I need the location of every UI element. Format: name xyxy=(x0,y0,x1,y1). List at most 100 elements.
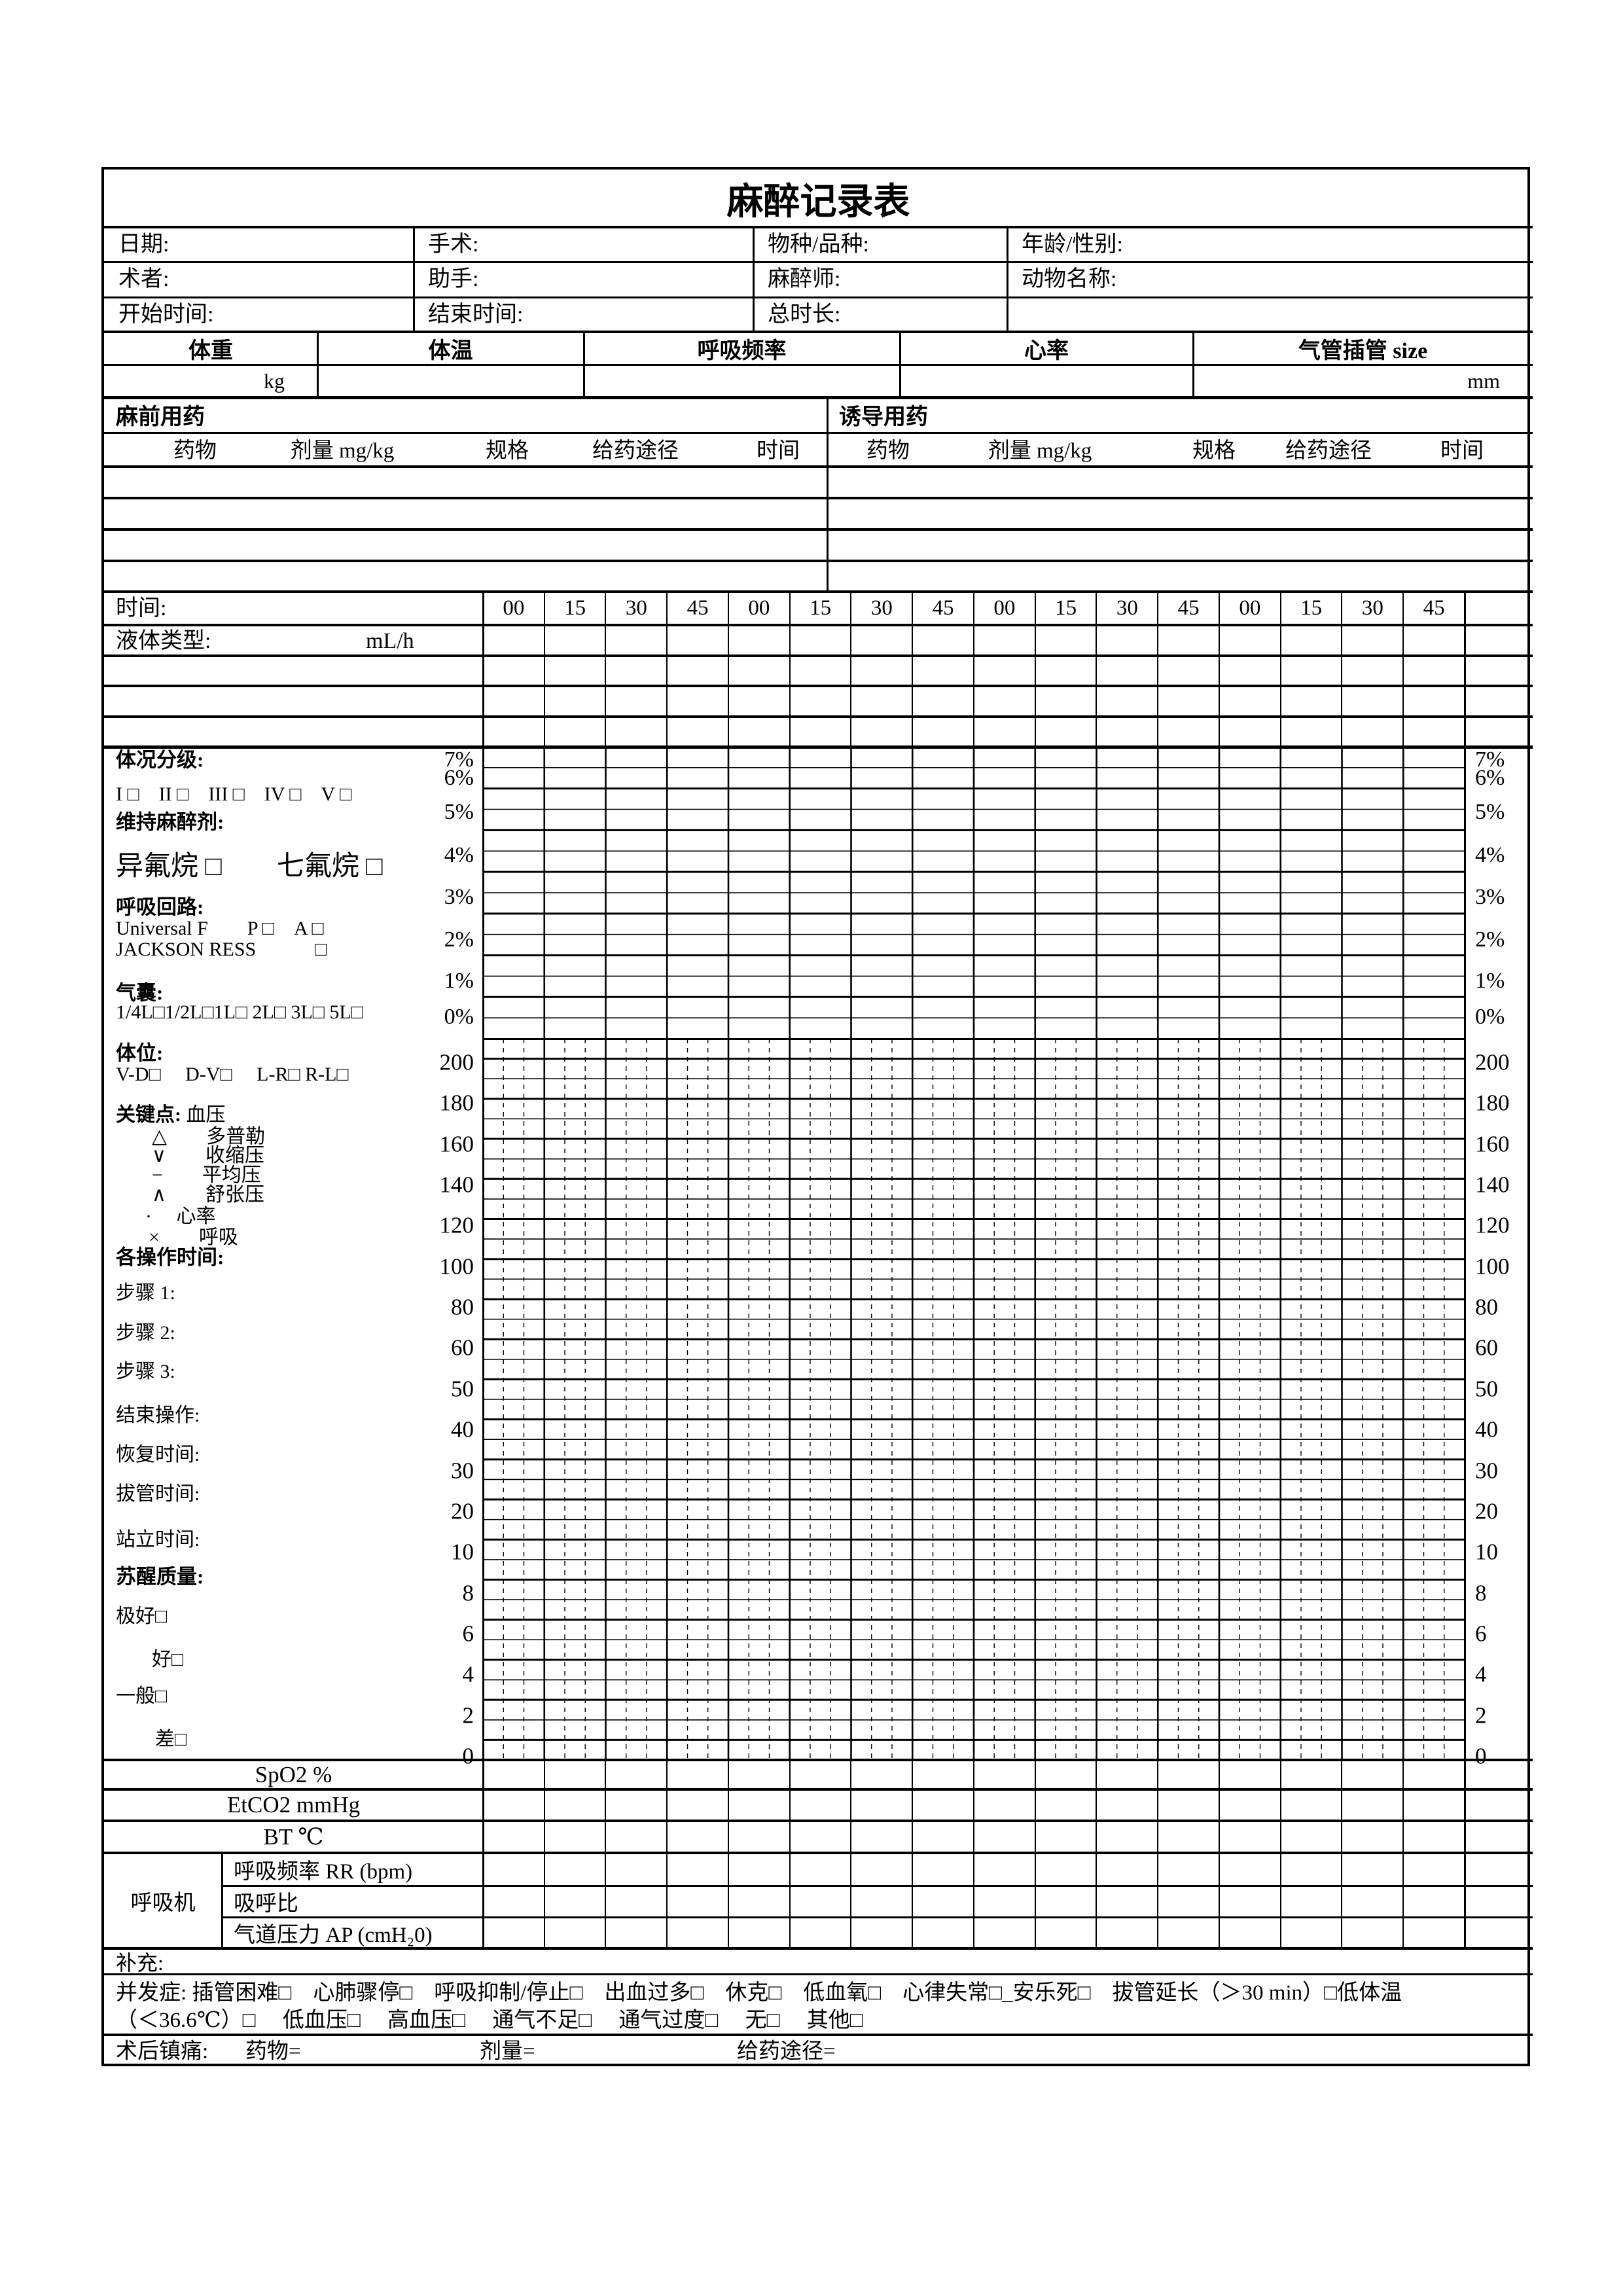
time-slot[interactable]: 00 xyxy=(993,596,1016,620)
grid-cell[interactable] xyxy=(912,1821,974,1853)
grid-cell[interactable] xyxy=(851,1853,913,1886)
supplement-row[interactable]: 补充: xyxy=(116,1950,164,1975)
grid-cell[interactable] xyxy=(728,1917,790,1948)
grid-cell[interactable] xyxy=(1219,656,1281,686)
postop-analgesia-row[interactable]: 术后镇痛: 药物= 剂量= 给药途径= xyxy=(104,2035,1533,2069)
grid-cell[interactable] xyxy=(606,1886,668,1917)
grid-cell[interactable] xyxy=(1158,1789,1219,1821)
grid-cell[interactable] xyxy=(851,686,913,717)
grid-cell[interactable] xyxy=(606,686,668,717)
grid-cell[interactable] xyxy=(728,1789,790,1821)
grid-cell[interactable] xyxy=(790,1821,851,1853)
grid-cell[interactable] xyxy=(1035,1917,1097,1948)
grid-cell[interactable] xyxy=(1281,1760,1342,1789)
grid-cell[interactable] xyxy=(1342,1760,1404,1789)
time-slot[interactable]: 30 xyxy=(870,596,893,620)
grid-cell[interactable] xyxy=(1403,1789,1465,1821)
grid-cell[interactable] xyxy=(1465,625,1533,656)
grid-cell[interactable] xyxy=(1281,686,1342,717)
grid-cell[interactable] xyxy=(974,1821,1035,1853)
grid-cell[interactable] xyxy=(1465,1853,1533,1886)
info-cell-row1-1[interactable]: 手术: xyxy=(414,227,753,262)
info-cell-row3-0[interactable]: 开始时间: xyxy=(104,297,414,332)
grid-cell[interactable] xyxy=(1281,1853,1342,1886)
grid-cell[interactable] xyxy=(974,1886,1035,1917)
grid-cell[interactable] xyxy=(728,625,790,656)
grid-cell[interactable] xyxy=(606,625,668,656)
grid-cell[interactable] xyxy=(728,1886,790,1917)
time-slot[interactable]: 45 xyxy=(1177,596,1200,620)
grid-cell[interactable] xyxy=(1281,625,1342,656)
grid-cell[interactable] xyxy=(1403,656,1465,686)
grid-cell[interactable] xyxy=(974,1789,1035,1821)
grid-cell[interactable] xyxy=(1342,625,1404,656)
grid-cell[interactable] xyxy=(1097,1821,1158,1853)
grid-cell[interactable] xyxy=(974,1760,1035,1789)
grid-cell[interactable] xyxy=(544,1853,606,1886)
grid-cell[interactable] xyxy=(483,1821,544,1853)
grid-cell[interactable] xyxy=(974,625,1035,656)
info-cell-row3-2[interactable]: 总时长: xyxy=(753,297,1007,332)
grid-cell[interactable] xyxy=(1158,1917,1219,1948)
grid-cell[interactable] xyxy=(1097,717,1158,747)
grid-cell[interactable] xyxy=(544,1789,606,1821)
time-slot[interactable]: 15 xyxy=(564,596,586,620)
grid-cell[interactable] xyxy=(483,1917,544,1948)
grid-cell[interactable] xyxy=(483,717,544,747)
grid-cell[interactable] xyxy=(1465,717,1533,747)
grid-cell[interactable] xyxy=(1035,1760,1097,1789)
grid-cell[interactable] xyxy=(790,1917,851,1948)
grid-cell[interactable] xyxy=(667,686,728,717)
drug-row-premed-0[interactable] xyxy=(104,467,827,497)
info-cell-row2-0[interactable]: 术者: xyxy=(104,262,414,297)
grid-cell[interactable] xyxy=(1465,1917,1533,1948)
grid-cell[interactable] xyxy=(851,1760,913,1789)
grid-cell[interactable] xyxy=(851,1886,913,1917)
grid-cell[interactable] xyxy=(1465,656,1533,686)
grid-cell[interactable] xyxy=(1403,717,1465,747)
grid-cell[interactable] xyxy=(728,656,790,686)
grid-cell[interactable] xyxy=(790,1886,851,1917)
grid-cell[interactable] xyxy=(1219,717,1281,747)
grid-cell[interactable] xyxy=(1281,1917,1342,1948)
grid-cell[interactable] xyxy=(1342,656,1404,686)
vitals-value-cell[interactable] xyxy=(584,365,900,397)
grid-cell[interactable] xyxy=(483,1760,544,1789)
grid-cell[interactable] xyxy=(483,625,544,656)
grid-cell[interactable] xyxy=(1342,1886,1404,1917)
grid-cell[interactable] xyxy=(667,625,728,656)
info-cell-row3-3[interactable] xyxy=(1007,297,1533,332)
grid-cell[interactable] xyxy=(728,1853,790,1886)
drug-row-premed-2[interactable] xyxy=(104,529,827,560)
grid-cell[interactable] xyxy=(1342,1853,1404,1886)
grid-cell[interactable] xyxy=(790,717,851,747)
left-panel-line-28[interactable]: 好□ xyxy=(152,1649,184,1670)
grid-cell[interactable] xyxy=(1219,1917,1281,1948)
drug-row-induction-0[interactable] xyxy=(827,467,1533,497)
grid-cell[interactable] xyxy=(851,717,913,747)
grid-cell[interactable] xyxy=(1342,717,1404,747)
vitals-value-cell[interactable]: kg xyxy=(104,365,317,397)
info-cell-row3-1[interactable]: 结束时间: xyxy=(414,297,753,332)
grid-cell[interactable] xyxy=(912,1789,974,1821)
time-slot[interactable]: 15 xyxy=(1055,596,1077,620)
grid-cell[interactable] xyxy=(912,656,974,686)
grid-cell[interactable] xyxy=(1342,1789,1404,1821)
grid-cell[interactable] xyxy=(483,1853,544,1886)
grid-cell[interactable] xyxy=(728,1821,790,1853)
drug-row-induction-1[interactable] xyxy=(827,498,1533,529)
grid-cell[interactable] xyxy=(1403,625,1465,656)
time-slot[interactable]: 30 xyxy=(625,596,647,620)
info-cell-row1-3[interactable]: 年龄/性别: xyxy=(1007,227,1533,262)
grid-cell[interactable] xyxy=(1035,1853,1097,1886)
grid-cell[interactable] xyxy=(1281,656,1342,686)
grid-cell[interactable] xyxy=(1097,1853,1158,1886)
grid-cell[interactable] xyxy=(1403,1917,1465,1948)
grid-cell[interactable] xyxy=(1403,1821,1465,1853)
grid-cell[interactable] xyxy=(1097,656,1158,686)
drug-row-premed-1[interactable] xyxy=(104,498,827,529)
grid-cell[interactable] xyxy=(912,1886,974,1917)
grid-cell[interactable] xyxy=(606,1853,668,1886)
grid-cell[interactable] xyxy=(1403,686,1465,717)
grid-cell[interactable] xyxy=(790,686,851,717)
